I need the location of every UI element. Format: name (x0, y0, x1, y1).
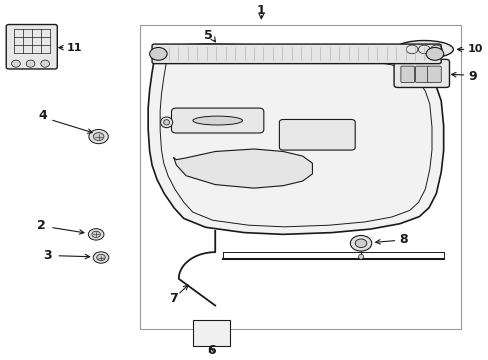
FancyBboxPatch shape (393, 59, 448, 87)
Text: 3: 3 (43, 249, 52, 262)
Ellipse shape (358, 254, 363, 259)
Text: 4: 4 (38, 109, 47, 122)
Circle shape (89, 130, 108, 144)
Polygon shape (174, 149, 312, 188)
Circle shape (349, 235, 371, 251)
FancyBboxPatch shape (279, 120, 354, 150)
Ellipse shape (41, 60, 49, 67)
Circle shape (93, 132, 104, 140)
Ellipse shape (160, 117, 172, 128)
Circle shape (425, 48, 443, 60)
Text: 10: 10 (467, 44, 482, 54)
Text: 9: 9 (467, 69, 476, 82)
Circle shape (93, 252, 108, 263)
Text: 11: 11 (67, 42, 82, 53)
FancyBboxPatch shape (152, 44, 440, 64)
Circle shape (88, 229, 104, 240)
Circle shape (92, 231, 100, 238)
Text: 6: 6 (206, 344, 215, 357)
Text: 2: 2 (37, 219, 45, 232)
Text: 5: 5 (203, 29, 212, 42)
Text: 7: 7 (169, 292, 178, 305)
Ellipse shape (12, 60, 20, 67)
Text: 8: 8 (398, 233, 407, 246)
FancyBboxPatch shape (400, 66, 414, 82)
FancyBboxPatch shape (415, 66, 428, 82)
Bar (193, 320, 229, 346)
Circle shape (97, 255, 105, 261)
Ellipse shape (192, 116, 242, 125)
FancyBboxPatch shape (427, 66, 440, 82)
Circle shape (149, 48, 167, 60)
FancyBboxPatch shape (171, 108, 264, 133)
Ellipse shape (163, 120, 169, 125)
Bar (140, 24, 460, 329)
Polygon shape (148, 44, 443, 234)
Ellipse shape (26, 60, 35, 67)
Ellipse shape (394, 41, 452, 58)
Circle shape (354, 239, 366, 248)
FancyBboxPatch shape (6, 24, 57, 69)
Text: 1: 1 (257, 4, 265, 17)
